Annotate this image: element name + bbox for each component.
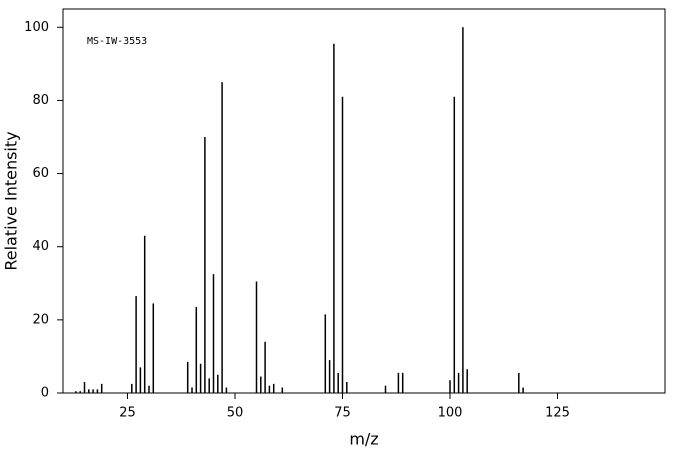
y-tick-label: 100 bbox=[24, 20, 49, 35]
plot-frame bbox=[62, 8, 666, 394]
x-axis-label: m/z bbox=[349, 430, 378, 449]
x-tick-label: 100 bbox=[438, 406, 463, 421]
x-tick-label: 125 bbox=[545, 406, 570, 421]
y-tick-label: 20 bbox=[32, 312, 49, 327]
y-tick-label: 60 bbox=[32, 166, 49, 181]
x-tick-label: 75 bbox=[334, 406, 351, 421]
y-tick-label: 0 bbox=[41, 386, 49, 401]
y-tick-label: 40 bbox=[32, 239, 49, 254]
y-axis-label: Relative Intensity bbox=[2, 131, 21, 270]
x-tick-label: 50 bbox=[227, 406, 244, 421]
annotation: MS-IW-3553 bbox=[87, 36, 147, 47]
x-tick-label: 25 bbox=[119, 406, 136, 421]
y-tick-label: 80 bbox=[32, 93, 49, 108]
